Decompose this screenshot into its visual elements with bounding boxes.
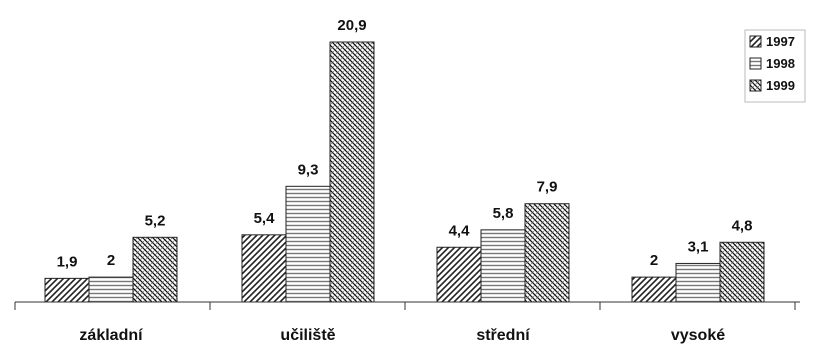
value-label: 4,4 <box>449 222 471 239</box>
category-label: střední <box>476 327 530 344</box>
value-label: 3,1 <box>688 238 709 255</box>
value-label: 2 <box>107 252 115 269</box>
bar-1998-0 <box>88 276 134 303</box>
value-label: 9,3 <box>298 161 319 178</box>
value-label: 5,4 <box>254 210 276 227</box>
value-label: 2 <box>650 252 658 269</box>
value-label: 4,8 <box>732 217 753 234</box>
legend-label: 1998 <box>766 56 795 71</box>
bar-1997-0 <box>44 277 90 303</box>
category-label: základní <box>79 327 143 344</box>
category-label: učiliště <box>280 327 335 344</box>
legend-swatch-1997 <box>749 35 762 48</box>
category-label: vysoké <box>671 327 725 344</box>
bar-1999-1 <box>329 41 375 303</box>
bar-1998-2 <box>480 229 526 303</box>
value-labels-group: 1,9 2 5,2 5,4 9,3 20,9 4,4 5,8 7,9 2 3,1 4,8 <box>57 17 753 270</box>
value-label: 5,2 <box>145 212 166 229</box>
x-axis-labels: základní učiliště střední vysoké <box>79 327 725 344</box>
legend: 1997 1998 1999 <box>744 29 806 103</box>
bar-1997-3 <box>631 276 677 303</box>
value-label: 1,9 <box>57 253 78 270</box>
value-label: 7,9 <box>537 179 558 196</box>
bar-1999-0 <box>132 236 178 303</box>
bar-1998-3 <box>675 262 721 303</box>
bar-1999-3 <box>719 241 765 303</box>
legend-label: 1999 <box>766 78 795 93</box>
x-axis-ticks <box>14 302 796 310</box>
bar-1999-2 <box>524 203 570 303</box>
bar-1997-2 <box>436 246 482 303</box>
bars-group <box>44 41 765 303</box>
legend-swatch-1999 <box>749 79 762 92</box>
value-label: 5,8 <box>493 205 514 222</box>
legend-swatch-1998 <box>749 57 762 70</box>
bar-1997-1 <box>241 234 287 303</box>
value-label: 20,9 <box>337 17 366 34</box>
legend-label: 1997 <box>766 34 795 49</box>
bar-1998-1 <box>285 185 331 303</box>
